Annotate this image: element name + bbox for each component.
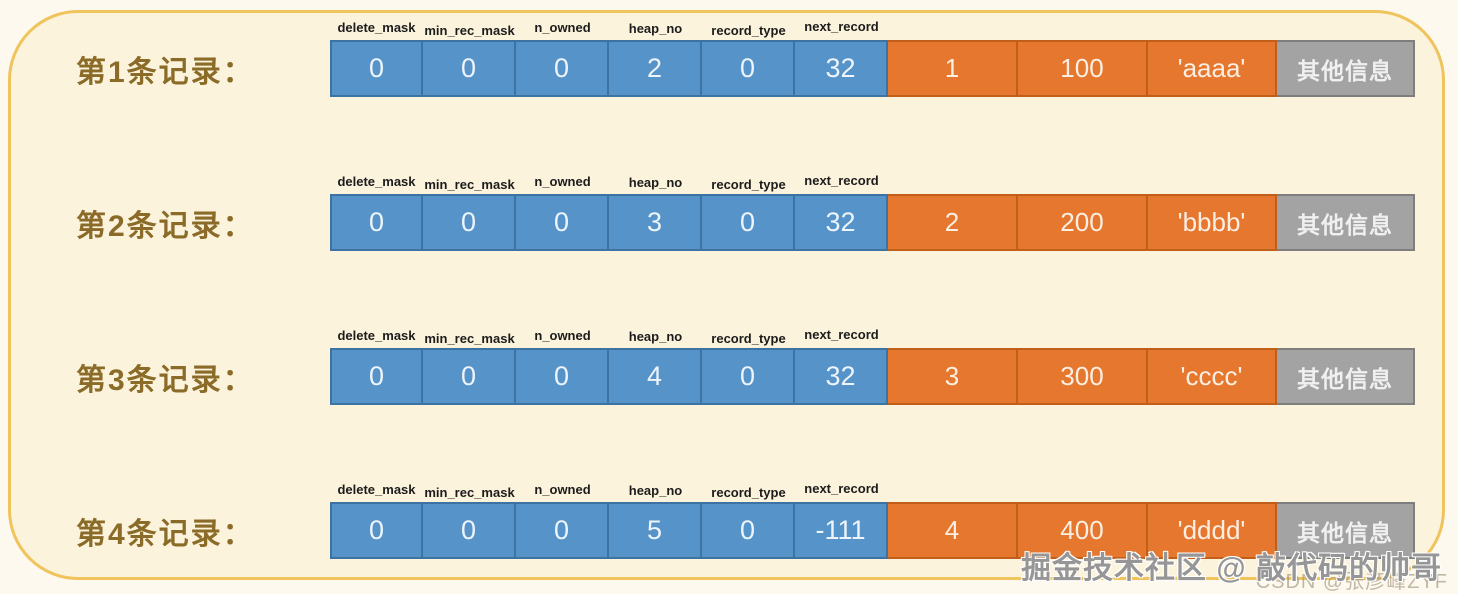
- header-next-record: next_record: [804, 173, 879, 188]
- header-next-record: next_record: [804, 19, 879, 34]
- record-1-bar: 0 0 0 2 0 32 1 100 'aaaa' 其他信息: [330, 40, 1458, 97]
- cell-n-owned: 0: [516, 502, 609, 559]
- header-min-rec-mask: min_rec_mask: [424, 331, 515, 346]
- record-row-2: 第2条记录： delete_mask min_rec_mask n_owned …: [0, 170, 1458, 280]
- cell-n-owned: 0: [516, 194, 609, 251]
- cell-heap-no: 5: [609, 502, 702, 559]
- field-headers: delete_mask min_rec_mask n_owned heap_no…: [330, 16, 888, 40]
- cell-record-type: 0: [702, 502, 795, 559]
- cell-delete-mask: 0: [330, 40, 423, 97]
- cell-other-info: 其他信息: [1277, 194, 1415, 251]
- record-3-bar: 0 0 0 4 0 32 3 300 'cccc' 其他信息: [330, 348, 1458, 405]
- header-next-record: next_record: [804, 481, 879, 496]
- header-heap-no: heap_no: [628, 21, 683, 36]
- cell-column-3: 'aaaa': [1148, 40, 1277, 97]
- header-heap-no: heap_no: [628, 483, 683, 498]
- cell-record-type: 0: [702, 194, 795, 251]
- header-next-record: next_record: [804, 327, 879, 342]
- cell-min-rec-mask: 0: [423, 194, 516, 251]
- cell-next-record: -111: [795, 502, 888, 559]
- record-row-1: 第1条记录： delete_mask min_rec_mask n_owned …: [0, 16, 1458, 126]
- cell-min-rec-mask: 0: [423, 502, 516, 559]
- header-min-rec-mask: min_rec_mask: [424, 177, 515, 192]
- rounded-panel-background: [8, 10, 1445, 580]
- cell-delete-mask: 0: [330, 194, 423, 251]
- header-n-owned: n_owned: [534, 174, 591, 189]
- watermark-juejin: 掘金技术社区 @ 敲代码的帅哥: [1021, 552, 1442, 585]
- cell-next-record: 32: [795, 348, 888, 405]
- cell-heap-no: 2: [609, 40, 702, 97]
- record-2-label: 第2条记录：: [76, 209, 255, 243]
- field-headers: delete_mask min_rec_mask n_owned heap_no…: [330, 478, 888, 502]
- header-delete-mask: delete_mask: [337, 20, 416, 35]
- header-n-owned: n_owned: [534, 482, 591, 497]
- header-record-type: record_type: [711, 23, 786, 38]
- cell-primary-key: 4: [888, 502, 1018, 559]
- cell-n-owned: 0: [516, 40, 609, 97]
- cell-min-rec-mask: 0: [423, 40, 516, 97]
- cell-column-2: 100: [1018, 40, 1148, 97]
- cell-min-rec-mask: 0: [423, 348, 516, 405]
- cell-heap-no: 4: [609, 348, 702, 405]
- cell-column-3: 'bbbb': [1148, 194, 1277, 251]
- cell-n-owned: 0: [516, 348, 609, 405]
- header-n-owned: n_owned: [534, 328, 591, 343]
- record-3-label: 第3条记录：: [76, 363, 255, 397]
- record-1-label: 第1条记录：: [76, 55, 255, 89]
- cell-heap-no: 3: [609, 194, 702, 251]
- record-row-4: 第4条记录： delete_mask min_rec_mask n_owned …: [0, 478, 1458, 588]
- header-record-type: record_type: [711, 331, 786, 346]
- header-n-owned: n_owned: [534, 20, 591, 35]
- header-delete-mask: delete_mask: [337, 482, 416, 497]
- header-record-type: record_type: [711, 177, 786, 192]
- cell-primary-key: 3: [888, 348, 1018, 405]
- header-heap-no: heap_no: [628, 175, 683, 190]
- cell-column-2: 300: [1018, 348, 1148, 405]
- header-record-type: record_type: [711, 485, 786, 500]
- cell-record-type: 0: [702, 348, 795, 405]
- record-4-bar: 0 0 0 5 0 -111 4 400 'dddd' 其他信息: [330, 502, 1458, 559]
- cell-other-info: 其他信息: [1277, 348, 1415, 405]
- cell-primary-key: 1: [888, 40, 1018, 97]
- field-headers: delete_mask min_rec_mask n_owned heap_no…: [330, 324, 888, 348]
- header-min-rec-mask: min_rec_mask: [424, 23, 515, 38]
- watermark-csdn: CSDN @张彦峰ZYF: [1255, 571, 1448, 593]
- header-delete-mask: delete_mask: [337, 328, 416, 343]
- cell-next-record: 32: [795, 194, 888, 251]
- cell-primary-key: 2: [888, 194, 1018, 251]
- cell-delete-mask: 0: [330, 348, 423, 405]
- record-4-label: 第4条记录：: [76, 517, 255, 551]
- cell-column-3: 'cccc': [1148, 348, 1277, 405]
- field-headers: delete_mask min_rec_mask n_owned heap_no…: [330, 170, 888, 194]
- cell-record-type: 0: [702, 40, 795, 97]
- cell-delete-mask: 0: [330, 502, 423, 559]
- header-min-rec-mask: min_rec_mask: [424, 485, 515, 500]
- cell-next-record: 32: [795, 40, 888, 97]
- cell-column-2: 200: [1018, 194, 1148, 251]
- cell-other-info: 其他信息: [1277, 502, 1415, 559]
- record-2-bar: 0 0 0 3 0 32 2 200 'bbbb' 其他信息: [330, 194, 1458, 251]
- cell-other-info: 其他信息: [1277, 40, 1415, 97]
- header-delete-mask: delete_mask: [337, 174, 416, 189]
- cell-column-2: 400: [1018, 502, 1148, 559]
- header-heap-no: heap_no: [628, 329, 683, 344]
- cell-column-3: 'dddd': [1148, 502, 1277, 559]
- record-row-3: 第3条记录： delete_mask min_rec_mask n_owned …: [0, 324, 1458, 434]
